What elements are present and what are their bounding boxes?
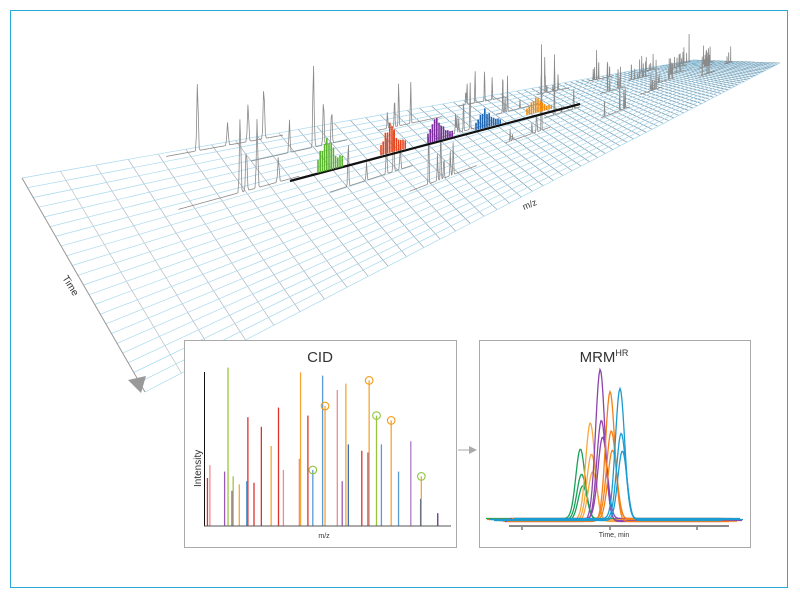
selected-fragment-circle-icon — [320, 401, 330, 411]
time-axis — [21, 177, 146, 393]
gray-spectrum — [166, 84, 283, 157]
grid-line-mz — [116, 61, 761, 344]
gray-spectra — [166, 33, 733, 210]
grid-line-mz — [49, 60, 713, 227]
selected-fragment-circle-icon — [372, 411, 381, 420]
grid-line-mz — [77, 61, 733, 276]
gray-spectrum — [505, 44, 551, 144]
mrm-title: MRMHR — [580, 348, 629, 366]
grid-line-mz — [122, 62, 765, 354]
mz-axis-label: m/z — [521, 197, 539, 212]
cid-peaks — [206, 367, 439, 526]
colored-spectra-track — [289, 97, 581, 183]
gray-spectrum — [329, 130, 413, 193]
gray-spectrum — [536, 57, 570, 96]
gray-spectrum — [543, 54, 580, 119]
gray-spectrum — [672, 54, 688, 69]
mrm-xlabel: Time, min — [599, 532, 630, 539]
selected-precursor-track — [289, 102, 581, 183]
grid-line-mz — [139, 62, 777, 383]
gray-spectrum — [678, 33, 691, 65]
gray-spectrum — [640, 59, 663, 95]
plane-surface — [22, 60, 780, 392]
gray-spectrum — [628, 59, 650, 81]
mrm-trace — [489, 432, 743, 521]
figure-frame — [10, 10, 788, 588]
grid-line-mz — [27, 59, 698, 189]
lc-ms-3d-plane — [21, 59, 781, 393]
grid-line-mz — [133, 62, 773, 373]
cid-ylabel: Intensity — [193, 450, 204, 487]
gray-spectrum — [668, 53, 685, 76]
grid-line-mz — [144, 62, 781, 393]
gray-spectrum — [656, 58, 675, 84]
gray-spectrum — [588, 50, 613, 82]
gray-spectrum — [638, 53, 656, 74]
mrm-title-superscript: HR — [615, 348, 628, 358]
grid-line-mz — [111, 61, 757, 334]
grid-line-mz — [128, 62, 769, 364]
mrm-panel: MRMHR Time, min — [479, 340, 751, 548]
selected-fragment-circle-icon — [416, 472, 426, 481]
gray-spectrum — [600, 77, 631, 119]
gray-spectrum — [409, 124, 477, 192]
selected-fragment-circle-icon — [308, 465, 318, 475]
gray-spectrum — [251, 65, 348, 162]
gray-spectrum — [178, 119, 300, 210]
grid-line-mz — [55, 60, 717, 237]
selected-fragment-circle-icon — [386, 416, 396, 425]
gray-spectrum — [435, 82, 491, 140]
cid-panel: CID Intensity m/z — [184, 340, 457, 548]
gray-spectrum — [699, 55, 715, 77]
flow-arrow-head-icon — [469, 446, 477, 454]
gray-spectrum — [723, 46, 733, 65]
gray-spectrum — [599, 63, 626, 94]
time-axis-arrowhead-icon — [128, 376, 146, 393]
selected-fragment-circle-icon — [364, 376, 374, 385]
cid-title: CID — [307, 349, 333, 366]
mrm-traces — [486, 367, 743, 523]
gray-spectrum — [701, 45, 714, 65]
grid-line-mz — [44, 60, 709, 218]
mrm-trace — [494, 450, 722, 522]
grid-line-mz — [105, 61, 753, 325]
time-axis-label: Time — [59, 274, 80, 299]
gray-spectrum — [458, 71, 505, 107]
mrm-title-main: MRM — [580, 349, 616, 366]
cid-xlabel: m/z — [318, 533, 330, 540]
gray-spectrum — [378, 81, 443, 131]
grid-line-mz — [100, 61, 749, 315]
grid-line-mz — [21, 59, 694, 179]
grid-line-mz — [72, 60, 729, 266]
